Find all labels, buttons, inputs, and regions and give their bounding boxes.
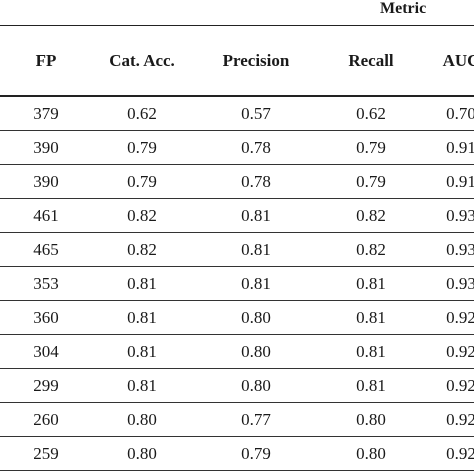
table-cell-auc: 0.91: [446, 138, 474, 157]
table-cell-fp: 304: [33, 342, 59, 361]
table-cell-cat-acc: 0.62: [127, 104, 157, 123]
table-cell-fp: 461: [33, 206, 59, 225]
table-cell-precision: 0.80: [241, 308, 271, 327]
column-headers: FP Cat. Acc. Precision Recall AUC: [0, 26, 474, 95]
table-cell-recall: 0.81: [356, 308, 386, 327]
table-cell-recall: 0.81: [356, 342, 386, 361]
row-divider: [0, 436, 474, 437]
table-cell-recall: 0.82: [356, 240, 386, 259]
table-cell-recall: 0.82: [356, 206, 386, 225]
table-cell-precision: 0.81: [241, 240, 271, 259]
table-cell-cat-acc: 0.81: [127, 308, 157, 327]
row-divider: [0, 198, 474, 199]
table-cell-cat-acc: 0.82: [127, 240, 157, 259]
table-cell-cat-acc: 0.80: [127, 444, 157, 463]
table-cell-precision: 0.77: [241, 410, 271, 429]
table-cell-fp: 360: [33, 308, 59, 327]
column-header-recall: Recall: [348, 51, 394, 70]
table-cell-precision: 0.78: [241, 172, 271, 191]
table-cell-recall: 0.80: [356, 410, 386, 429]
column-header-cat-acc: Cat. Acc.: [109, 51, 175, 70]
table-cell-auc: 0.92: [446, 308, 474, 327]
table-cell-auc: 0.91: [446, 172, 474, 191]
row-divider: [0, 232, 474, 233]
row-divider: [0, 368, 474, 369]
table-cell-cat-acc: 0.81: [127, 342, 157, 361]
table-cell-precision: 0.78: [241, 138, 271, 157]
table-cell-cat-acc: 0.81: [127, 274, 157, 293]
column-header-precision: Precision: [222, 51, 290, 70]
table-cell-cat-acc: 0.81: [127, 376, 157, 395]
table-cell-cat-acc: 0.79: [127, 172, 157, 191]
table-cell-auc: 0.70: [446, 104, 474, 123]
table-cell-auc: 0.92: [446, 342, 474, 361]
table-cell-fp: 465: [33, 240, 59, 259]
table-cell-fp: 379: [33, 104, 59, 123]
table-cell-fp: 259: [33, 444, 59, 463]
table-cell-fp: 390: [33, 172, 59, 191]
table-cell-recall: 0.79: [356, 138, 386, 157]
table-cell-precision: 0.80: [241, 376, 271, 395]
header-rule: [0, 25, 474, 26]
table-cell-cat-acc: 0.82: [127, 206, 157, 225]
table-cell-precision: 0.81: [241, 206, 271, 225]
table-cell-fp: 260: [33, 410, 59, 429]
table-cell-recall: 0.81: [356, 376, 386, 395]
table-cell-fp: 353: [33, 274, 59, 293]
table-cell-recall: 0.81: [356, 274, 386, 293]
row-divider: [0, 164, 474, 165]
table-cell-auc: 0.93: [446, 274, 474, 293]
table-cell-cat-acc: 0.79: [127, 138, 157, 157]
table-cell-fp: 390: [33, 138, 59, 157]
table-cell-recall: 0.79: [356, 172, 386, 191]
row-divider: [0, 402, 474, 403]
table-cell-cat-acc: 0.80: [127, 410, 157, 429]
table-cell-auc: 0.92: [446, 376, 474, 395]
row-divider: [0, 470, 474, 471]
table-cell-fp: 299: [33, 376, 59, 395]
header-bottom-rule: [0, 95, 474, 97]
table-cell-precision: 0.57: [241, 104, 271, 123]
column-header-auc: AUC: [442, 51, 474, 70]
table-cell-recall: 0.80: [356, 444, 386, 463]
table-cell-auc: 0.92: [446, 410, 474, 429]
row-divider: [0, 334, 474, 335]
row-divider: [0, 130, 474, 131]
table-cell-precision: 0.80: [241, 342, 271, 361]
table-cell-auc: 0.93: [446, 206, 474, 225]
column-header-fp: FP: [35, 51, 57, 70]
table-cell-auc: 0.93: [446, 240, 474, 259]
group-header-metric: Metric: [380, 0, 427, 17]
table-cell-precision: 0.79: [241, 444, 271, 463]
table-cell-precision: 0.81: [241, 274, 271, 293]
row-divider: [0, 266, 474, 267]
table-cell-recall: 0.62: [356, 104, 386, 123]
row-divider: [0, 300, 474, 301]
table-cell-auc: 0.92: [446, 444, 474, 463]
